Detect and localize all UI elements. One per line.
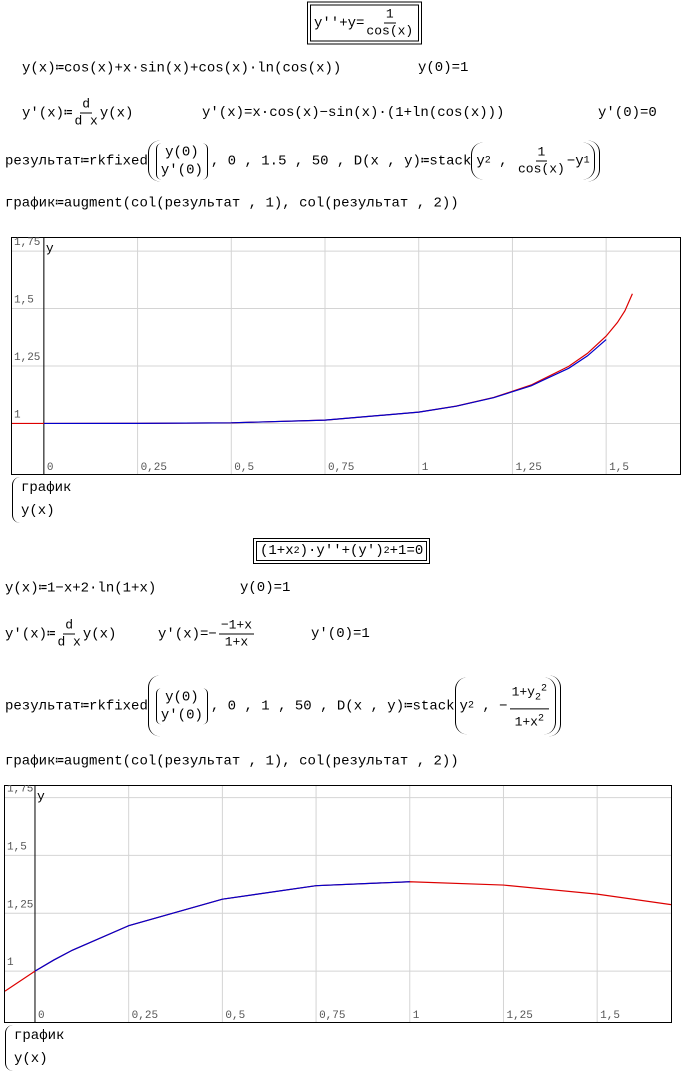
text: )·y''+(y') bbox=[299, 543, 384, 559]
paren: y(0) y'(0) , 0 , 1.5 , 50 , D(x , y)≔stack… bbox=[147, 140, 600, 182]
superscript: 2 bbox=[383, 545, 390, 557]
formula: y'(x)=x·cos(x)−sin(x)·(1+ln(cos(x))) bbox=[202, 105, 505, 121]
text: y'(x)≔ bbox=[5, 626, 56, 643]
formula: y'(x)=− −1+x 1+x bbox=[158, 618, 256, 651]
y-tick-label: 1,75 bbox=[7, 785, 33, 796]
y-tick-label: 1,5 bbox=[14, 295, 34, 307]
x-tick-label: 1,25 bbox=[515, 462, 541, 474]
y-axis-label: y bbox=[37, 789, 45, 804]
y-tick-label: 1 bbox=[14, 409, 21, 421]
chart: 0 0,25 0,5 0,75 1 1,25 1,5 1 1,25 1,5 1,75 y bbox=[4, 785, 672, 1023]
denominator: cos(x) bbox=[366, 23, 414, 39]
chart: 0 0,25 0,5 0,75 1 1,25 1,5 1 1,25 1,5 1,75 y bbox=[11, 237, 681, 475]
text: y'(x)≔ bbox=[22, 105, 73, 122]
numerator: d bbox=[63, 617, 76, 635]
formula: график≔augment(col(результат , 1), col(р… bbox=[5, 753, 459, 770]
legend-entry: график bbox=[14, 1028, 65, 1044]
y-tick-label: 1,25 bbox=[14, 352, 40, 364]
numerator: −1+x bbox=[218, 617, 255, 635]
vector-entry: y'(0) bbox=[160, 707, 203, 723]
subscript: 2 bbox=[534, 692, 541, 704]
y-tick-label: 1 bbox=[7, 957, 14, 969]
subscript: 2 bbox=[467, 700, 474, 712]
text: −y bbox=[566, 153, 584, 169]
x-tick-label: 0,25 bbox=[132, 1010, 158, 1022]
x-tick-label: 0,25 bbox=[141, 462, 167, 474]
formula: y'(0)=1 bbox=[311, 626, 370, 642]
text: y bbox=[459, 698, 468, 714]
formula: y(0)=1 bbox=[418, 60, 469, 76]
text: y(x) bbox=[99, 105, 134, 121]
formula: график≔augment(col(результат , 1), col(р… bbox=[5, 195, 459, 212]
legend-entry: y(x) bbox=[21, 503, 55, 519]
series-line bbox=[43, 339, 607, 425]
subscript: 2 bbox=[484, 155, 491, 167]
y-tick-label: 1,75 bbox=[14, 237, 40, 249]
x-tick-label: 0,5 bbox=[225, 1010, 245, 1022]
x-tick-label: 1,5 bbox=[609, 462, 629, 474]
formula: y(x)≔cos(x)+x·sin(x)+cos(x)·ln(cos(x)) bbox=[22, 60, 342, 77]
text: y(x) bbox=[82, 626, 117, 642]
formula: y(0)=1 bbox=[240, 580, 291, 596]
formula: результат≔rkfixed y(0) y'(0) , 0 , 1 , 50 ,… bbox=[5, 675, 562, 737]
x-tick-label: 1 bbox=[413, 1010, 420, 1022]
formula: y(x)≔1−x+2·ln(1+x) bbox=[5, 580, 157, 597]
text: , 0 , 1 , 50 , D(x , y)≔stack bbox=[210, 698, 455, 715]
x-tick-label: 1 bbox=[422, 462, 429, 474]
legend: график y(x) bbox=[12, 477, 71, 523]
denominator: d x bbox=[57, 634, 81, 650]
y-tick-label: 1,5 bbox=[7, 841, 27, 853]
y-tick-label: 1,25 bbox=[7, 899, 33, 911]
text: , 0 , 1.5 , 50 , D(x , y)≔stack bbox=[210, 153, 472, 170]
ode: y''+y= 1 cos(x) bbox=[306, 1, 423, 45]
ode: (1+x 2)·y''+(y') 2 +1=0 bbox=[252, 538, 431, 564]
subscript: 1 bbox=[583, 155, 590, 167]
x-tick-label: 0,75 bbox=[328, 462, 354, 474]
denominator: 1+x bbox=[224, 634, 249, 650]
x-tick-label: 0,75 bbox=[319, 1010, 345, 1022]
text: (1+x bbox=[260, 543, 294, 559]
text: y''+y= bbox=[314, 15, 365, 31]
denominator: 1+x bbox=[514, 714, 538, 730]
numerator: 1 bbox=[535, 144, 548, 162]
text: результат≔rkfixed bbox=[5, 698, 148, 715]
plot-area bbox=[4, 785, 672, 1023]
denominator: d x bbox=[74, 113, 98, 129]
legend-entry: y(x) bbox=[14, 1051, 48, 1067]
formula: y'(x)≔ d d x y(x) bbox=[5, 618, 116, 651]
x-tick-label: 0 bbox=[38, 1010, 45, 1022]
legend: график y(x) bbox=[5, 1025, 64, 1071]
text: y'(x)=− bbox=[158, 626, 217, 642]
superscript: 2 bbox=[537, 713, 544, 725]
superscript: 2 bbox=[541, 683, 548, 695]
legend-entry: график bbox=[21, 480, 72, 496]
text: +1=0 bbox=[389, 543, 424, 559]
x-tick-label: 0 bbox=[47, 462, 54, 474]
formula: результат≔rkfixed y(0) y'(0) , 0 , 1.5 , 50… bbox=[5, 140, 600, 182]
plot-area bbox=[11, 237, 681, 475]
superscript: 2 bbox=[293, 545, 300, 557]
text: результат≔rkfixed bbox=[5, 153, 148, 170]
x-tick-label: 1,25 bbox=[506, 1010, 532, 1022]
numerator: 1 bbox=[383, 6, 396, 24]
x-tick-label: 1,5 bbox=[600, 1010, 620, 1022]
denominator: cos(x) bbox=[518, 161, 565, 177]
text: , bbox=[490, 153, 516, 169]
text: y bbox=[476, 153, 485, 169]
formula: y'(x)≔ d d x y(x) bbox=[22, 97, 133, 130]
numerator: 1+y bbox=[511, 684, 535, 700]
vector-entry: y(0) bbox=[165, 144, 199, 160]
formula: y'(0)=0 bbox=[598, 105, 657, 121]
vector-entry: y'(0) bbox=[160, 162, 203, 178]
vector-entry: y(0) bbox=[165, 689, 199, 705]
numerator: d bbox=[80, 96, 93, 114]
series-line bbox=[34, 881, 410, 972]
text: , − bbox=[473, 698, 508, 714]
x-tick-label: 0,5 bbox=[234, 462, 254, 474]
y-axis-label: y bbox=[46, 241, 54, 256]
paren: y(0) y'(0), 0 , 1 , 50 , D(x , y)≔stack y 2… bbox=[147, 675, 562, 737]
